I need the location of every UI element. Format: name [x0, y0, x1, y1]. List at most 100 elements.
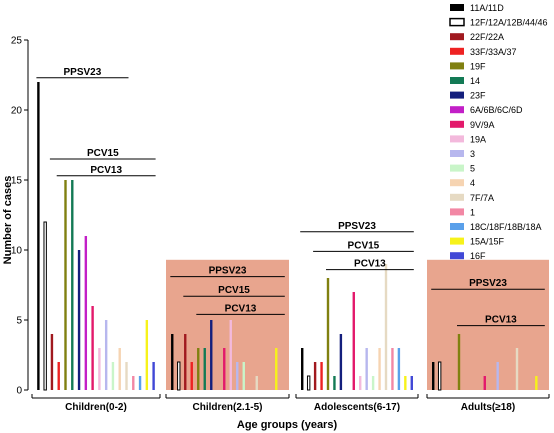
legend-entry: 16F	[470, 251, 486, 261]
legend-swatch	[449, 17, 465, 27]
bar	[138, 376, 142, 390]
annotation-label: PPSV23	[209, 266, 247, 277]
group-highlight	[166, 259, 289, 390]
bar	[457, 334, 461, 390]
bar	[378, 348, 381, 390]
legend-swatch	[450, 164, 464, 172]
annotation-label: PCV15	[87, 148, 119, 159]
bar	[236, 362, 239, 390]
bar	[371, 376, 375, 390]
annotation-label: PPSV23	[63, 67, 101, 78]
legend-swatch	[450, 33, 464, 41]
legend-entry: 19F	[470, 61, 486, 71]
legend-swatch	[450, 62, 464, 70]
bar	[43, 221, 47, 391]
annotation-label: PPSV23	[338, 221, 376, 232]
legend-entry: 23F	[470, 91, 486, 101]
legend-entry: 12F/12A/12B/44/46	[470, 18, 548, 28]
legend-swatch	[450, 193, 464, 201]
bar	[306, 375, 311, 391]
x-axis: Children(0-2) Children(2.1-5) Adolescents(…	[31, 394, 550, 413]
bar	[483, 376, 486, 390]
bar	[404, 376, 407, 390]
legend-entry: 18C/18F/18B/18A	[470, 222, 542, 232]
bar	[152, 362, 155, 390]
legend-entry: 1	[470, 207, 475, 217]
bar	[535, 376, 538, 390]
bar	[71, 180, 74, 390]
y-tick-label: 20	[11, 106, 23, 117]
legend-swatch	[450, 135, 464, 143]
annotation-label: PCV13	[354, 259, 386, 270]
legend-swatch	[450, 120, 464, 128]
x-group-label: Children(0-2)	[65, 402, 127, 413]
bar	[91, 306, 94, 390]
bar	[145, 320, 149, 390]
bar	[111, 362, 115, 390]
bar	[326, 278, 330, 390]
x-group-label: Children(2.1-5)	[192, 402, 262, 413]
legend-entry: 11A/11D	[470, 3, 504, 13]
x-axis-title: Age groups (years)	[237, 419, 338, 431]
bar	[57, 362, 60, 390]
bar	[365, 348, 368, 390]
bar	[437, 361, 442, 391]
y-tick-label: 25	[11, 36, 23, 47]
x-group-label: Adults(≥18)	[461, 402, 515, 413]
legend-entry: 14	[470, 76, 480, 86]
legend-swatch	[450, 150, 464, 157]
legend-entry: 33F/33A/37	[470, 47, 517, 57]
bar	[229, 320, 232, 390]
legend-entry: 15A/15F	[470, 237, 505, 247]
bar	[255, 376, 258, 390]
y-tick-label: 5	[16, 316, 22, 327]
legend-entry: 6A/6B/6C/6D	[470, 105, 523, 115]
annotation-label: PCV13	[225, 303, 257, 314]
bar	[125, 362, 128, 390]
bar	[77, 250, 81, 390]
bar	[177, 361, 181, 391]
legend-swatch	[450, 91, 464, 99]
bars	[37, 82, 538, 391]
bar	[384, 264, 388, 390]
bar	[64, 180, 67, 390]
annotation-label: PCV13	[90, 165, 122, 176]
group-highlight	[427, 259, 549, 390]
bar	[242, 362, 245, 390]
bar	[301, 348, 304, 390]
bar	[203, 348, 206, 390]
bar	[171, 334, 174, 390]
bar	[275, 348, 278, 390]
bar	[313, 362, 317, 390]
legend-entry: 22F/22A	[470, 32, 504, 42]
annotation-label: PCV13	[485, 315, 517, 326]
bar	[391, 348, 394, 390]
legend-entry: 19A	[470, 134, 486, 144]
bar	[118, 348, 121, 390]
legend-swatch	[450, 106, 464, 114]
bar	[98, 348, 101, 390]
y-axis: 0 5 10 15 20 25	[11, 36, 29, 397]
bar	[410, 376, 413, 390]
bar	[339, 334, 343, 390]
legend-swatch	[450, 47, 464, 55]
legend-swatch	[450, 77, 464, 84]
bar	[352, 292, 355, 390]
legend-entry: 7F/7A	[470, 193, 494, 203]
group-backgrounds	[166, 259, 549, 390]
bar	[104, 320, 108, 390]
bar	[397, 348, 401, 390]
bar	[359, 376, 362, 390]
bar	[37, 82, 40, 390]
legend-entry: 3	[470, 149, 475, 159]
legend-entry: 4	[470, 178, 475, 188]
bar	[496, 362, 499, 390]
annotation-label: PCV15	[218, 285, 250, 296]
y-axis-title: Number of cases	[2, 176, 14, 265]
y-tick-label: 10	[11, 246, 23, 257]
bar	[197, 348, 200, 390]
legend-swatch	[450, 208, 464, 216]
bar	[132, 376, 135, 390]
legend: 11A/11D 12F/12A/12B/44/46 22F/22A 33F/33A/3…	[449, 3, 548, 261]
legend-entry: 9V/9A	[470, 120, 495, 130]
